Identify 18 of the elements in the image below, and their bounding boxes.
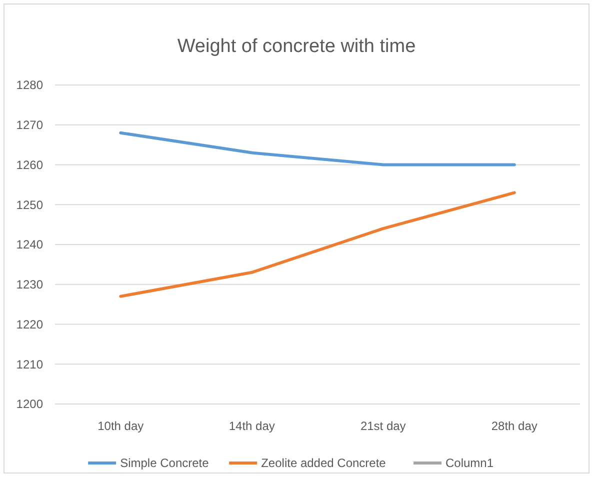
y-tick-label: 1250 bbox=[16, 198, 44, 212]
y-tick-label: 1200 bbox=[16, 397, 44, 412]
chart-title: Weight of concrete with time bbox=[177, 36, 416, 57]
y-tick-label: 1280 bbox=[16, 78, 44, 92]
x-tick-label: 14th day bbox=[228, 419, 275, 433]
legend-label: Simple Concrete bbox=[120, 456, 210, 470]
x-tick-label: 21st day bbox=[360, 419, 406, 433]
x-tick-label: 10th day bbox=[98, 419, 144, 433]
line-series bbox=[119, 191, 516, 298]
y-tick-label: 1240 bbox=[16, 238, 44, 252]
legend-label: Zeolite added Concrete bbox=[261, 456, 386, 470]
legend-label: Column1 bbox=[446, 456, 494, 470]
y-tick-label: 1230 bbox=[16, 278, 44, 292]
y-tick-label: 1270 bbox=[16, 118, 44, 132]
x-tick-label: 28th day bbox=[491, 419, 538, 433]
y-tick-label: 1210 bbox=[16, 357, 44, 372]
y-tick-label: 1220 bbox=[16, 317, 44, 332]
y-tick-label: 1260 bbox=[16, 158, 44, 172]
